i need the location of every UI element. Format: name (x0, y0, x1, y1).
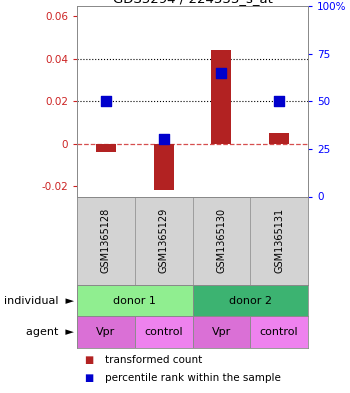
Text: Vpr: Vpr (96, 327, 116, 337)
Point (103, 98, 108, 104)
Text: ■: ■ (84, 354, 93, 365)
Bar (96, 143, 116, 152)
Bar (77, 316, 135, 348)
Text: transformed count: transformed count (105, 354, 202, 365)
Text: control: control (144, 327, 183, 337)
Bar (77, 285, 193, 316)
Point (276, 98, 282, 104)
Text: GSM1365128: GSM1365128 (101, 208, 111, 274)
Text: percentile rank within the sample: percentile rank within the sample (105, 373, 281, 383)
Bar (135, 316, 192, 348)
Text: individual  ►: individual ► (4, 296, 74, 306)
Point (218, 70, 224, 76)
Text: donor 1: donor 1 (113, 296, 156, 306)
Text: donor 2: donor 2 (229, 296, 272, 306)
Bar (250, 316, 308, 348)
Text: GSM1365131: GSM1365131 (274, 208, 284, 273)
Text: GSM1365130: GSM1365130 (216, 208, 226, 273)
Text: Vpr: Vpr (212, 327, 231, 337)
Text: ■: ■ (84, 373, 93, 383)
Text: agent  ►: agent ► (26, 327, 74, 337)
Title: GDS5294 / 224333_s_at: GDS5294 / 224333_s_at (113, 0, 272, 5)
Bar (193, 285, 308, 316)
Bar (269, 133, 289, 143)
Text: GSM1365129: GSM1365129 (159, 208, 169, 274)
Bar (193, 316, 250, 348)
Bar (154, 143, 174, 190)
Bar (211, 50, 231, 143)
Point (161, 136, 167, 142)
Text: control: control (260, 327, 299, 337)
